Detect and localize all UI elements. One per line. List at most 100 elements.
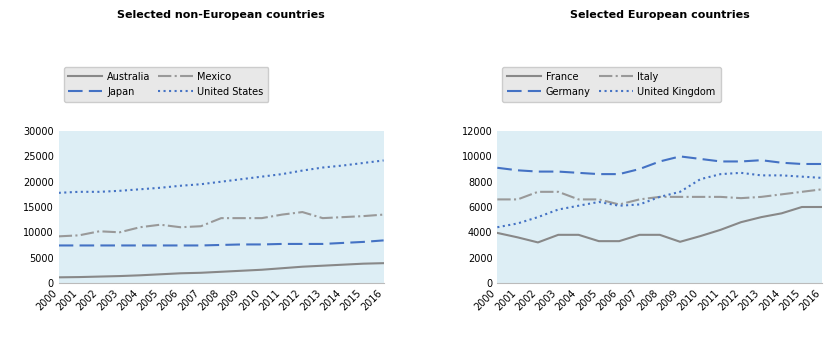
Italy: [777, 192, 787, 196]
Italy: [553, 190, 563, 194]
United Kingdom: [513, 221, 523, 226]
Japan: [216, 243, 227, 247]
France: [696, 234, 706, 238]
Line: Italy: Italy: [498, 189, 822, 205]
United Kingdom: [797, 175, 807, 179]
France: [756, 215, 766, 219]
United States: [297, 168, 307, 172]
United States: [257, 175, 267, 179]
United States: [338, 164, 348, 168]
France: [736, 220, 746, 224]
Italy: [736, 196, 746, 200]
France: [533, 240, 543, 245]
United Kingdom: [756, 173, 766, 177]
United Kingdom: [696, 177, 706, 181]
France: [777, 211, 787, 215]
Mexico: [195, 224, 206, 228]
Text: Selected non-European countries: Selected non-European countries: [117, 10, 325, 20]
Japan: [115, 243, 125, 247]
United States: [155, 186, 165, 190]
Italy: [533, 190, 543, 194]
United States: [378, 158, 388, 162]
Japan: [297, 242, 307, 246]
Australia: [94, 275, 104, 279]
Australia: [195, 271, 206, 275]
Italy: [594, 197, 604, 201]
Germany: [594, 172, 604, 176]
Japan: [257, 243, 267, 247]
Mexico: [115, 230, 125, 234]
Mexico: [358, 214, 368, 218]
Mexico: [338, 215, 348, 219]
Japan: [155, 243, 165, 247]
Australia: [115, 274, 125, 278]
Mexico: [175, 225, 185, 229]
Germany: [777, 161, 787, 165]
Japan: [94, 243, 104, 247]
Italy: [492, 197, 503, 201]
Germany: [716, 159, 726, 164]
Australia: [318, 264, 328, 268]
Australia: [155, 272, 165, 276]
United States: [115, 189, 125, 193]
Mexico: [297, 210, 307, 214]
Japan: [378, 238, 388, 243]
Mexico: [237, 216, 247, 220]
Italy: [696, 195, 706, 199]
Mexico: [94, 229, 104, 233]
United States: [216, 180, 227, 184]
Italy: [654, 195, 664, 199]
Mexico: [74, 233, 84, 237]
Italy: [634, 197, 644, 201]
Australia: [257, 268, 267, 272]
United Kingdom: [654, 195, 664, 199]
Mexico: [54, 234, 64, 238]
Germany: [553, 169, 563, 174]
Australia: [338, 263, 348, 267]
Germany: [696, 157, 706, 161]
Germany: [654, 159, 664, 164]
Italy: [614, 203, 624, 207]
Australia: [216, 270, 227, 274]
United Kingdom: [817, 176, 827, 180]
Legend: France, Germany, Italy, United Kingdom: France, Germany, Italy, United Kingdom: [503, 67, 721, 101]
United Kingdom: [533, 215, 543, 219]
France: [716, 228, 726, 232]
Italy: [756, 195, 766, 199]
United Kingdom: [675, 190, 685, 194]
United Kingdom: [492, 225, 503, 229]
Japan: [277, 242, 287, 246]
Line: United States: United States: [59, 160, 383, 193]
Germany: [675, 154, 685, 158]
United States: [195, 182, 206, 186]
United States: [54, 191, 64, 195]
Japan: [237, 243, 247, 247]
Australia: [74, 275, 84, 279]
Line: France: France: [498, 207, 822, 243]
Australia: [277, 266, 287, 270]
France: [654, 233, 664, 237]
Japan: [74, 243, 84, 247]
United Kingdom: [634, 203, 644, 207]
Germany: [756, 158, 766, 162]
Germany: [614, 172, 624, 176]
Germany: [736, 159, 746, 164]
United States: [135, 187, 145, 191]
France: [513, 235, 523, 239]
Germany: [513, 168, 523, 172]
United States: [358, 161, 368, 165]
Line: Australia: Australia: [59, 263, 383, 277]
Germany: [533, 169, 543, 174]
Mexico: [135, 225, 145, 229]
Line: Mexico: Mexico: [59, 212, 383, 236]
Australia: [297, 265, 307, 269]
United Kingdom: [574, 204, 584, 208]
Australia: [237, 269, 247, 273]
France: [797, 205, 807, 209]
France: [492, 231, 503, 235]
Australia: [358, 262, 368, 266]
France: [574, 233, 584, 237]
United States: [277, 172, 287, 176]
Line: Japan: Japan: [59, 240, 383, 245]
United States: [94, 190, 104, 194]
